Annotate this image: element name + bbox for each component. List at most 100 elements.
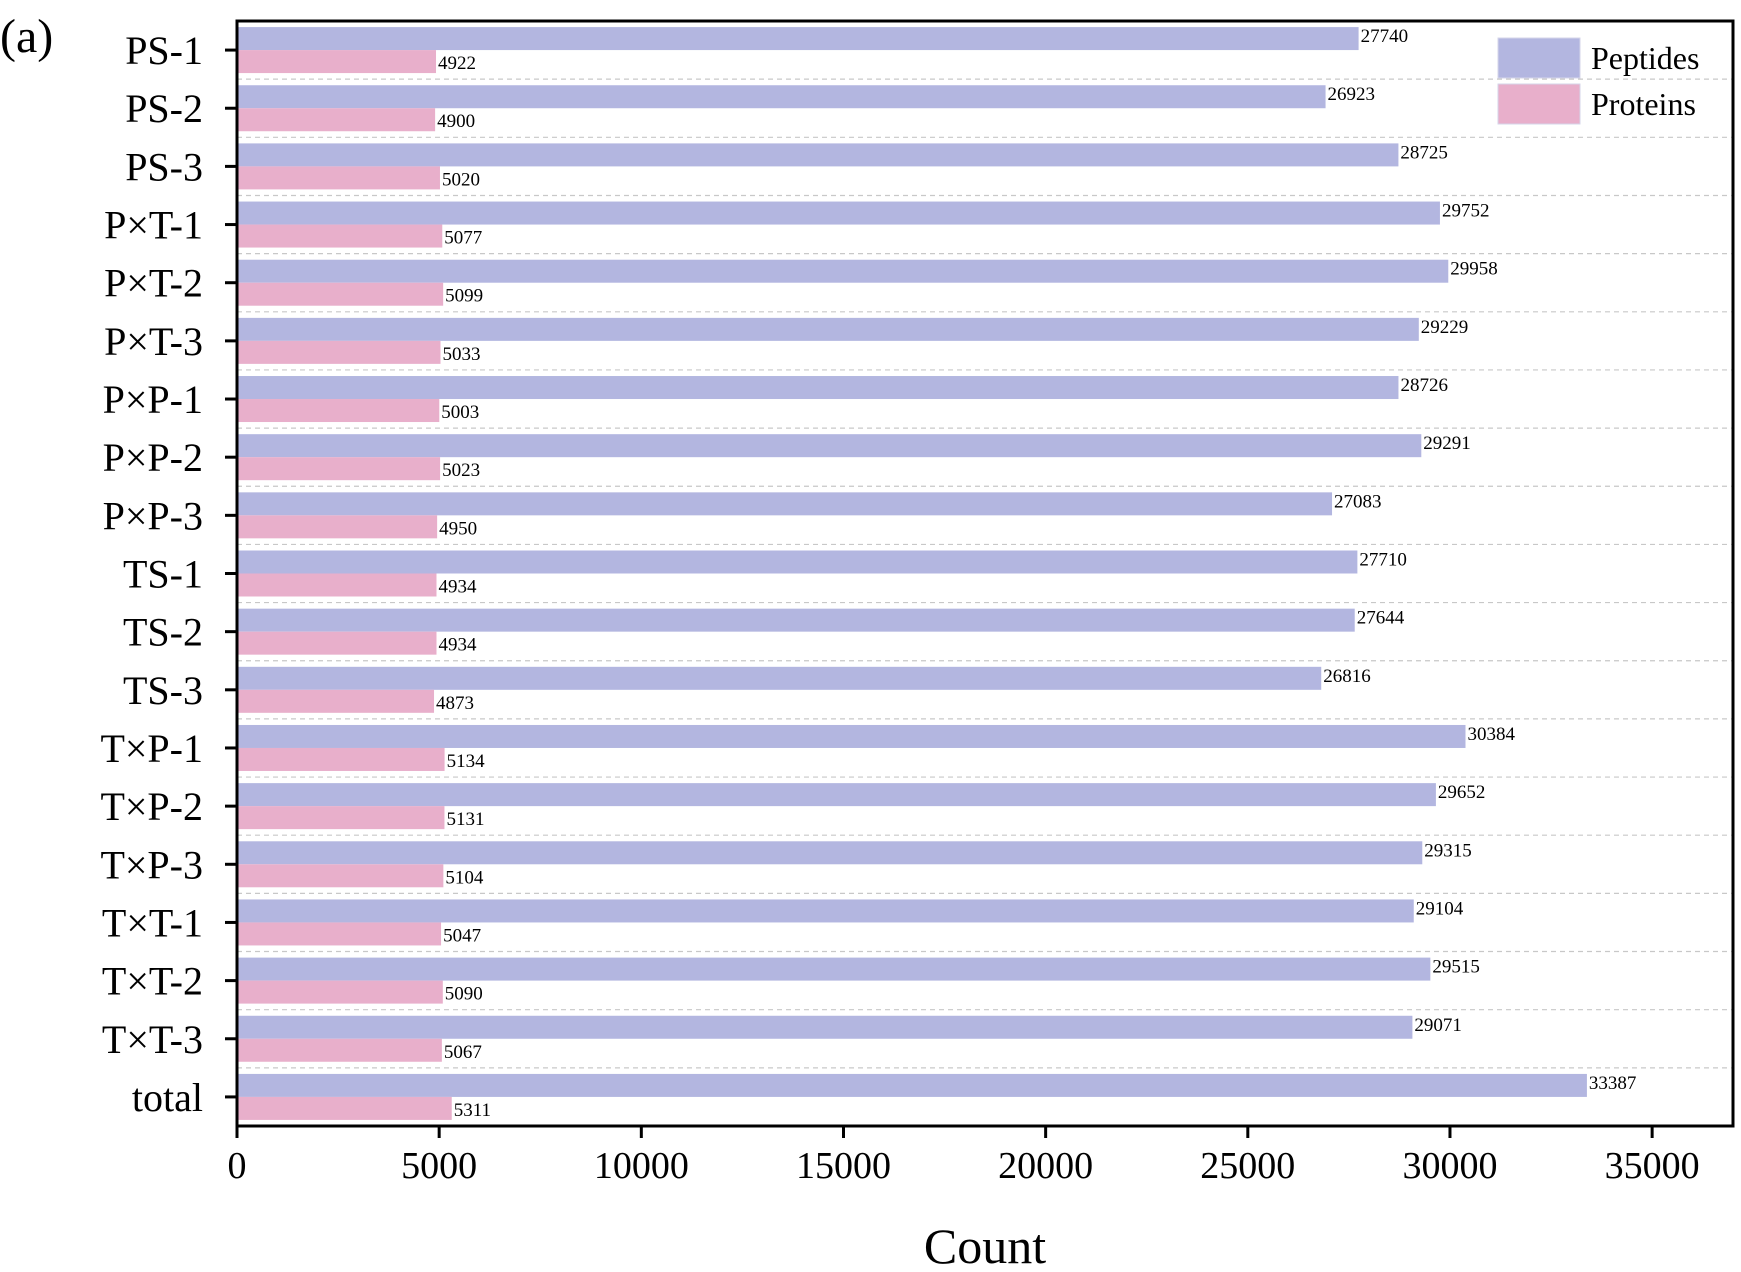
x-tick-label: 25000 [1200,1145,1295,1187]
value-label-proteins: 4873 [436,693,474,714]
category-label: T×P-2 [100,784,203,829]
bar-proteins-PS-2 [237,108,436,132]
value-label-proteins: 5104 [445,867,484,888]
category-label: T×T-2 [102,959,203,1004]
value-label-peptides: 29315 [1424,840,1472,861]
value-label-peptides: 29752 [1442,201,1490,222]
value-label-proteins: 5099 [445,286,483,307]
bar-peptides-T×T-3 [237,1015,1413,1039]
value-label-peptides: 29958 [1450,259,1498,280]
value-label-peptides: 27710 [1359,550,1407,571]
legend-swatch-peptides [1497,37,1581,79]
value-label-proteins: 4922 [438,53,476,74]
category-label: TS-2 [123,610,203,655]
category-label: PS-2 [125,86,203,131]
category-label: P×P-3 [103,493,203,538]
value-label-peptides: 30384 [1467,724,1515,745]
bar-peptides-PS-3 [237,143,1399,167]
category-label: P×P-1 [103,377,203,422]
value-label-peptides: 26923 [1328,84,1376,105]
bar-peptides-TS-2 [237,608,1355,632]
value-label-proteins: 5023 [442,460,480,481]
x-tick-label: 35000 [1605,1145,1700,1187]
value-label-peptides: 29229 [1421,317,1469,338]
bar-proteins-T×P-2 [237,806,445,830]
bar-proteins-T×P-1 [237,747,445,771]
value-label-proteins: 4950 [439,518,477,539]
bar-proteins-T×T-1 [237,922,442,946]
value-label-peptides: 27740 [1361,26,1409,47]
value-label-proteins: 5067 [444,1042,482,1063]
value-label-peptides: 27083 [1334,491,1382,512]
bar-marks [237,27,1587,1120]
bar-proteins-T×T-2 [237,980,443,1004]
legend: Peptides Proteins [1497,37,1699,125]
legend-label-peptides: Peptides [1591,40,1699,76]
x-tick-label: 0 [228,1145,247,1187]
panel-label: (a) [0,10,53,63]
category-label: PS-3 [125,144,203,189]
legend-label-proteins: Proteins [1591,86,1696,122]
value-label-peptides: 29515 [1432,957,1480,978]
category-label: P×P-2 [103,435,203,480]
value-label-proteins: 4900 [437,111,475,132]
value-label-peptides: 28725 [1400,142,1448,163]
bar-peptides-P×T-3 [237,317,1419,341]
value-label-proteins: 5047 [443,925,481,946]
bar-proteins-T×P-3 [237,864,444,888]
grid-separators [237,78,1733,1069]
plot-frame [235,19,1735,1128]
bar-proteins-total [237,1096,452,1120]
bar-proteins-T×T-3 [237,1038,442,1062]
category-label: total [132,1075,203,1120]
value-label-peptides: 28726 [1400,375,1448,396]
bar-proteins-P×P-1 [237,399,440,423]
value-label-proteins: 5311 [454,1100,491,1121]
bar-peptides-T×T-1 [237,899,1414,923]
x-tick-label: 20000 [998,1145,1093,1187]
bar-proteins-PS-3 [237,166,440,190]
bar-proteins-P×P-2 [237,457,441,481]
category-label: T×P-1 [100,726,203,771]
category-label: P×T-2 [104,261,203,306]
bar-peptides-T×P-3 [237,841,1423,865]
bar-peptides-T×P-2 [237,783,1436,807]
category-label: T×P-3 [100,842,203,887]
value-label-peptides: 29104 [1416,898,1464,919]
value-label-peptides: 27644 [1357,608,1405,629]
bar-peptides-P×T-1 [237,201,1440,225]
bar-peptides-P×P-3 [237,492,1333,516]
bar-proteins-TS-2 [237,631,437,655]
x-tick-label: 30000 [1402,1145,1497,1187]
x-axis: 0 5000 10000 15000 20000 25000 30000 35000 [228,1126,1700,1187]
bar-peptides-P×T-2 [237,259,1449,283]
bar-proteins-P×T-1 [237,224,443,248]
value-label-proteins: 5131 [446,809,484,830]
bar-proteins-P×T-2 [237,282,444,306]
category-label: T×T-1 [102,900,203,945]
bar-peptides-P×P-1 [237,376,1399,400]
value-label-peptides: 29291 [1423,433,1471,454]
category-label: TS-1 [123,552,203,597]
x-tick-label: 5000 [401,1145,477,1187]
value-label-peptides: 29071 [1414,1015,1462,1036]
bar-proteins-TS-3 [237,689,435,713]
bar-peptides-total [237,1073,1587,1097]
category-label: P×T-3 [104,319,203,364]
value-label-proteins: 5077 [444,228,482,249]
value-label-proteins: 4934 [438,635,477,656]
bar-proteins-P×P-3 [237,515,438,539]
legend-swatch-proteins [1497,83,1581,125]
value-label-proteins: 5033 [442,344,480,365]
bar-peptides-PS-2 [237,85,1326,109]
value-label-peptides: 26816 [1323,666,1371,687]
x-axis-title: Count [924,1218,1046,1272]
bar-peptides-P×P-2 [237,434,1422,458]
value-label-proteins: 5090 [445,984,483,1005]
bar-peptides-T×P-1 [237,724,1466,748]
category-label: TS-3 [123,668,203,713]
category-label: P×T-1 [104,203,203,248]
value-label-proteins: 5134 [447,751,486,772]
category-axis: PS-1 PS-2 PS-3 P×T-1 P×T-2 P×T-3 P×P-1 P×P-2 P×P… [100,28,237,1120]
